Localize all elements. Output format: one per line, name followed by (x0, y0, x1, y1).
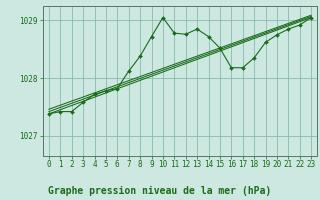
Text: Graphe pression niveau de la mer (hPa): Graphe pression niveau de la mer (hPa) (48, 186, 272, 196)
